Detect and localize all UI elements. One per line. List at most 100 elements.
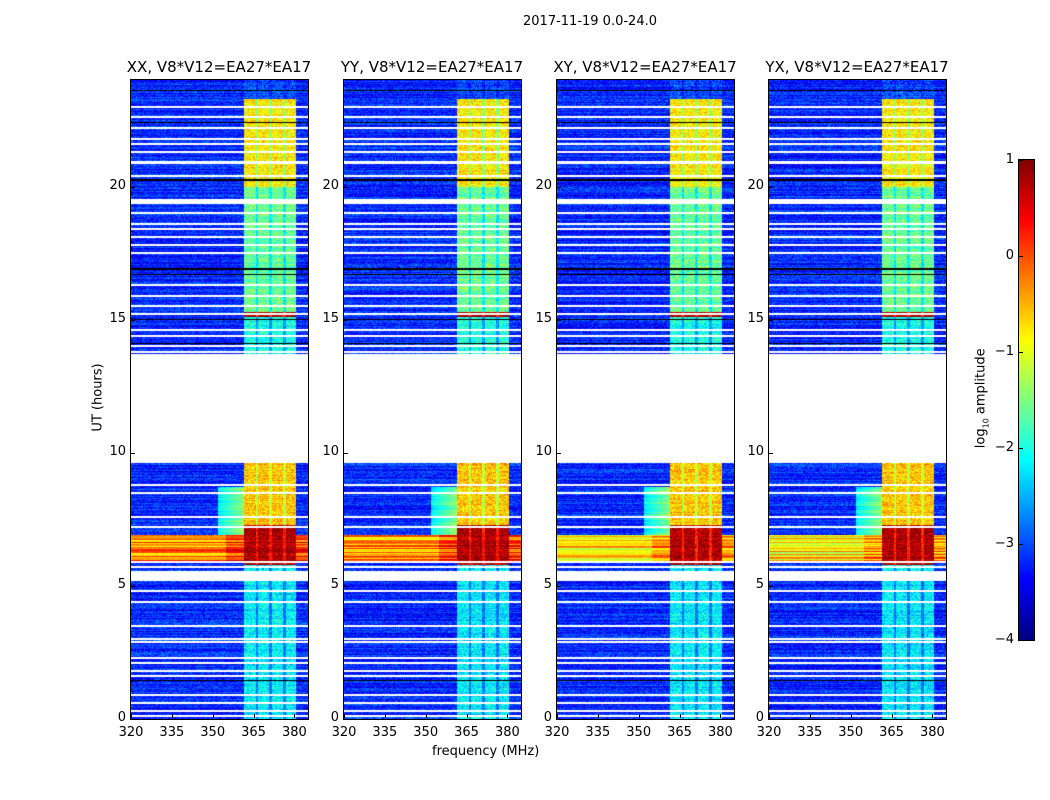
colorbar-gradient [1019, 160, 1034, 640]
x-tick-label: 380 [707, 725, 733, 740]
colorbar-tick-mark [1019, 352, 1023, 353]
x-tick-label: 335 [797, 725, 823, 740]
panel-title: XY, V8*V12=EA27*EA17 [553, 58, 737, 76]
heatmap-image [769, 80, 946, 719]
y-tick-mark [131, 719, 135, 720]
y-tick-mark [344, 719, 348, 720]
heatmap-panel: XY, V8*V12=EA27*EA17 320 335 350 365 380 0 5 10 1… [535, 58, 736, 740]
x-tick-mark [171, 714, 173, 718]
panel-title: YX, V8*V12=EA27*EA17 [765, 58, 949, 76]
y-tick-mark [344, 319, 348, 321]
y-tick-mark [769, 319, 773, 321]
y-tick-label: 15 [535, 310, 552, 326]
y-tick-mark [131, 186, 135, 188]
y-tick-mark [557, 719, 561, 720]
y-tick-label: 5 [543, 576, 552, 592]
x-tick-mark [466, 714, 468, 718]
y-tick-mark [769, 186, 773, 188]
colorbar-label: log10 amplitude [973, 348, 991, 449]
axes-frame [556, 79, 735, 720]
y-tick-label: 20 [322, 177, 339, 193]
colorbar-tick-mark [1019, 256, 1023, 257]
y-tick-mark [557, 186, 561, 188]
x-axis-label: frequency (MHz) [432, 744, 540, 759]
y-axis-label: UT (hours) [90, 363, 106, 432]
x-tick-label: 335 [159, 725, 185, 740]
x-tick-mark [212, 714, 214, 718]
x-tick-label: 380 [919, 725, 945, 740]
x-tick-label: 320 [544, 725, 570, 740]
y-tick-label: 20 [109, 177, 126, 193]
x-tick-mark [769, 714, 770, 718]
x-tick-mark [809, 714, 811, 718]
x-tick-label: 380 [281, 725, 307, 740]
colorbar-tick-label: 1 [1005, 152, 1014, 167]
x-tick-label: 365 [879, 725, 904, 740]
y-tick-mark [557, 452, 561, 454]
heatmap-image [344, 80, 521, 719]
figure-title: 2017-11-19 0.0-24.0 [523, 14, 657, 29]
x-tick-label: 320 [331, 725, 357, 740]
y-tick-label: 10 [322, 443, 339, 459]
x-tick-mark [557, 714, 558, 718]
x-tick-mark [679, 714, 681, 718]
y-tick-label: 10 [109, 443, 126, 459]
colorbar-tick-label: 0 [1005, 248, 1014, 263]
colorbar-tick-label: −1 [994, 344, 1014, 359]
axes-frame [768, 79, 947, 720]
colorbar-tick-label: −3 [994, 536, 1014, 551]
y-tick-mark [769, 585, 773, 587]
y-tick-label: 10 [747, 443, 764, 459]
y-tick-label: 0 [117, 710, 126, 725]
x-tick-label: 350 [626, 725, 652, 740]
x-tick-label: 320 [756, 725, 782, 740]
x-tick-label: 350 [413, 725, 439, 740]
x-tick-mark [891, 714, 893, 718]
y-tick-label: 5 [330, 576, 339, 592]
x-tick-mark [425, 714, 427, 718]
x-tick-mark [638, 714, 640, 718]
y-tick-mark [344, 186, 348, 188]
heatmap-panel: YX, V8*V12=EA27*EA17 320 335 350 365 380 0 5 10 1… [747, 58, 948, 740]
y-tick-label: 0 [543, 710, 552, 725]
x-tick-label: 335 [585, 725, 611, 740]
x-tick-mark [932, 714, 934, 718]
y-tick-label: 0 [330, 710, 339, 725]
x-tick-mark [850, 714, 852, 718]
x-tick-mark [597, 714, 599, 718]
x-tick-mark [507, 714, 509, 718]
x-tick-label: 350 [838, 725, 864, 740]
y-tick-label: 0 [755, 710, 764, 725]
y-tick-label: 15 [109, 310, 126, 326]
y-tick-label: 5 [117, 576, 126, 592]
y-tick-mark [131, 319, 135, 321]
y-tick-mark [769, 452, 773, 454]
x-tick-label: 365 [667, 725, 692, 740]
y-tick-mark [344, 452, 348, 454]
y-tick-mark [557, 319, 561, 321]
heatmap-panel: YY, V8*V12=EA27*EA17 320 335 350 365 380 0 5 10 1… [322, 58, 523, 740]
y-tick-label: 20 [535, 177, 552, 193]
y-tick-mark [344, 585, 348, 587]
x-tick-label: 335 [372, 725, 398, 740]
colorbar: 1 0 −1 −2 −3 −4 [995, 153, 1035, 647]
y-tick-mark [557, 585, 561, 587]
panel-title: XX, V8*V12=EA27*EA17 [126, 58, 312, 76]
panel-title: YY, V8*V12=EA27*EA17 [340, 58, 524, 76]
colorbar-tick-label: −4 [994, 632, 1014, 647]
x-tick-label: 320 [118, 725, 144, 740]
x-tick-label: 365 [241, 725, 266, 740]
x-tick-mark [384, 714, 386, 718]
colorbar-tick-mark [1019, 160, 1023, 161]
y-tick-mark [769, 719, 773, 720]
x-tick-mark [344, 714, 345, 718]
colorbar-tick-mark [1019, 640, 1023, 641]
y-tick-mark [131, 452, 135, 454]
y-tick-label: 10 [535, 443, 552, 459]
x-tick-label: 350 [200, 725, 226, 740]
colorbar-tick-mark [1019, 544, 1023, 545]
x-tick-label: 380 [494, 725, 520, 740]
x-tick-label: 365 [454, 725, 479, 740]
heatmap-panel: XX, V8*V12=EA27*EA17 320 335 350 365 380 0 5 10 1… [109, 58, 311, 740]
